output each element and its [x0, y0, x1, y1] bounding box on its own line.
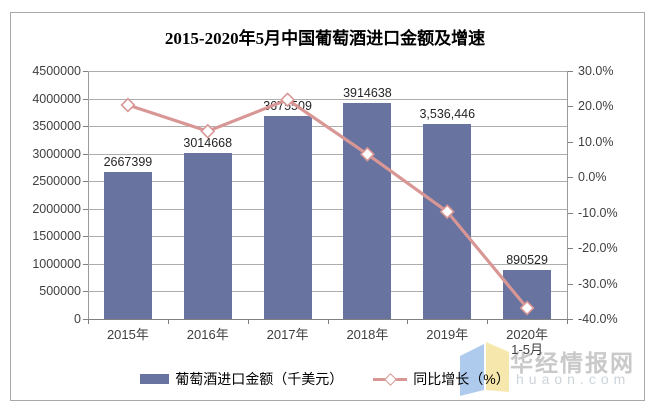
left-axis-label: 2500000: [32, 174, 81, 189]
tick-mark: [568, 71, 573, 72]
tick-mark: [83, 181, 88, 183]
tick-mark: [83, 71, 88, 72]
gridline: [88, 208, 567, 210]
legend-item-line-series: 同比增长（%）: [373, 369, 510, 389]
tick-mark: [167, 319, 169, 324]
bar-2017年: [263, 116, 312, 319]
left-axis-label: 3500000: [32, 119, 81, 134]
bar-2016年: [183, 152, 232, 319]
gridline: [88, 181, 567, 183]
right-axis-label: 20.0%: [578, 99, 614, 114]
growth-line-series: [120, 92, 535, 316]
left-axis-label: 3000000: [32, 146, 81, 161]
bar-2019年: [423, 124, 472, 319]
left-axis-label: 0: [74, 312, 81, 326]
watermark-site-url: huaon.com: [516, 371, 631, 387]
x-axis-label-2018年: 2018年: [346, 327, 389, 342]
line-series-swatch: [373, 373, 408, 386]
left-axis-label: 4000000: [32, 91, 81, 106]
bar-value-label: 890529: [506, 252, 548, 267]
right-axis-label: -30.0%: [578, 276, 618, 291]
tick-mark: [407, 319, 409, 324]
right-axis-label: 0.0%: [578, 170, 607, 185]
tick-mark: [568, 248, 573, 250]
gridline: [88, 71, 567, 72]
legend-label-line-series: 同比增长（%）: [413, 371, 510, 387]
tick-mark: [568, 212, 573, 214]
left-axis-label: 4500000: [32, 64, 81, 78]
x-axis-label-2016年: 2016年: [186, 327, 229, 342]
tick-mark: [568, 141, 573, 143]
diamond-marker-icon: [519, 300, 535, 316]
diamond-marker-icon: [200, 123, 216, 139]
right-axis-label: -10.0%: [578, 205, 618, 220]
legend: 葡萄酒进口金额（千美元） 同比增长（%）: [0, 369, 650, 389]
gridline: [88, 236, 567, 238]
bar-value-label: 3914638: [343, 86, 392, 101]
right-axis-line: [567, 71, 568, 319]
open-book-logo: [460, 342, 509, 396]
diamond-marker-icon: [280, 92, 296, 108]
x-axis-label-2020年: 2020年 1-5月: [506, 327, 549, 357]
diamond-marker-icon: [120, 97, 136, 113]
tick-mark: [83, 319, 88, 320]
tick-mark: [83, 153, 88, 155]
left-axis-label: 500000: [39, 284, 81, 299]
tick-mark: [83, 291, 88, 293]
tick-mark: [568, 106, 573, 108]
left-axis-label: 1000000: [32, 256, 81, 271]
gridline: [88, 98, 567, 100]
tick-mark: [88, 319, 89, 324]
tick-mark: [327, 319, 329, 324]
tick-mark: [83, 263, 88, 265]
tick-mark: [567, 319, 568, 324]
gridline: [88, 291, 567, 293]
left-axis-line: [88, 71, 89, 319]
diamond-marker-icon: [439, 204, 455, 220]
bar-value-label: 2667399: [103, 154, 153, 169]
legend-label-bar-series: 葡萄酒进口金额（千美元）: [175, 371, 344, 387]
bar-value-label: 3014668: [183, 135, 233, 150]
gridline: [88, 263, 567, 265]
right-axis-label: -20.0%: [578, 241, 618, 256]
x-axis-label-2017年: 2017年: [266, 327, 309, 342]
x-axis-label-2015年: 2015年: [106, 327, 149, 342]
watermark-site-name: 华经情报网: [510, 350, 635, 376]
left-axis-label: 2000000: [32, 201, 81, 216]
tick-mark: [487, 319, 489, 324]
plot-area: 26673993014668367550939146383,536,446890…: [88, 71, 567, 319]
bar-series-swatch: [140, 374, 170, 384]
diamond-marker-icon: [384, 373, 398, 386]
bar-value-label: 3,536,446: [419, 107, 476, 122]
bar-2015年: [103, 171, 152, 319]
tick-mark: [568, 283, 573, 285]
legend-item-bar-series: 葡萄酒进口金额（千美元）: [140, 369, 343, 389]
x-axis-label-2019年: 2019年: [426, 327, 469, 342]
tick-mark: [83, 208, 88, 210]
tick-mark: [568, 177, 573, 179]
tick-mark: [83, 236, 88, 238]
tick-mark: [247, 319, 249, 324]
bar-2018年: [343, 103, 392, 319]
tick-mark: [568, 319, 573, 320]
right-axis-label: -40.0%: [578, 312, 618, 326]
right-axis-label: 10.0%: [578, 134, 614, 149]
left-axis-label: 1500000: [32, 229, 81, 244]
watermark: 华经情报网 huaon.com: [458, 338, 648, 398]
chart-title: 2015-2020年5月中国葡萄酒进口金额及增速: [164, 29, 486, 48]
diamond-marker-icon: [359, 146, 375, 162]
gridline: [88, 153, 567, 155]
tick-mark: [83, 98, 88, 100]
tick-mark: [83, 126, 88, 128]
right-axis-label: 30.0%: [578, 64, 614, 78]
